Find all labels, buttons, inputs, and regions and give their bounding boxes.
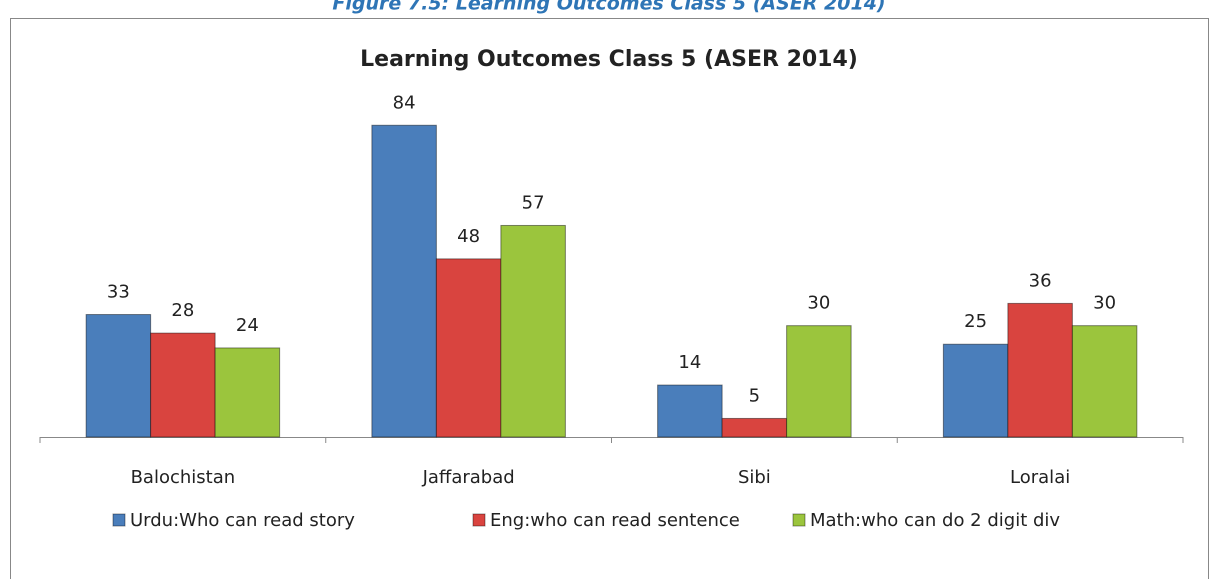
bar: [721, 417, 788, 438]
x-tick-label: Sibi: [738, 467, 771, 488]
x-tick-label: Loralai: [1010, 467, 1070, 488]
legend-label: Urdu:Who can read story: [130, 510, 355, 531]
data-label: 30: [807, 293, 830, 314]
bar: [942, 343, 1009, 438]
data-label: 48: [457, 226, 480, 247]
data-label: 36: [1029, 270, 1052, 291]
chart-title: Learning Outcomes Class 5 (ASER 2014): [360, 47, 858, 72]
data-label: 14: [678, 352, 701, 373]
bar: [500, 224, 566, 438]
x-tick-label: Balochistan: [131, 467, 236, 488]
bar: [657, 384, 723, 438]
x-tick-label: Jaffarabad: [422, 467, 515, 488]
data-label: 24: [236, 315, 259, 336]
bar: [435, 258, 502, 438]
bar: [1071, 325, 1138, 438]
data-label: 57: [522, 192, 545, 213]
figure-caption: Figure 7.5: Learning Outcomes Class 5 (A…: [332, 0, 885, 15]
chart-frame: [10, 18, 1209, 579]
bar: [214, 347, 281, 438]
data-label: 30: [1093, 293, 1116, 314]
bar: [371, 124, 437, 438]
legend-label: Math:who can do 2 digit div: [810, 510, 1060, 531]
legend-swatch: [112, 513, 126, 527]
bar: [786, 325, 852, 438]
legend-swatch: [792, 513, 806, 527]
bar: [1007, 302, 1073, 438]
data-label: 84: [393, 92, 416, 113]
data-label: 25: [964, 311, 987, 332]
legend-label: Eng:who can read sentence: [490, 510, 740, 531]
data-label: 5: [749, 385, 760, 406]
bar: [85, 314, 152, 438]
data-label: 28: [171, 300, 194, 321]
legend-swatch: [472, 513, 486, 527]
data-label: 33: [107, 282, 130, 303]
bar: [150, 332, 216, 438]
